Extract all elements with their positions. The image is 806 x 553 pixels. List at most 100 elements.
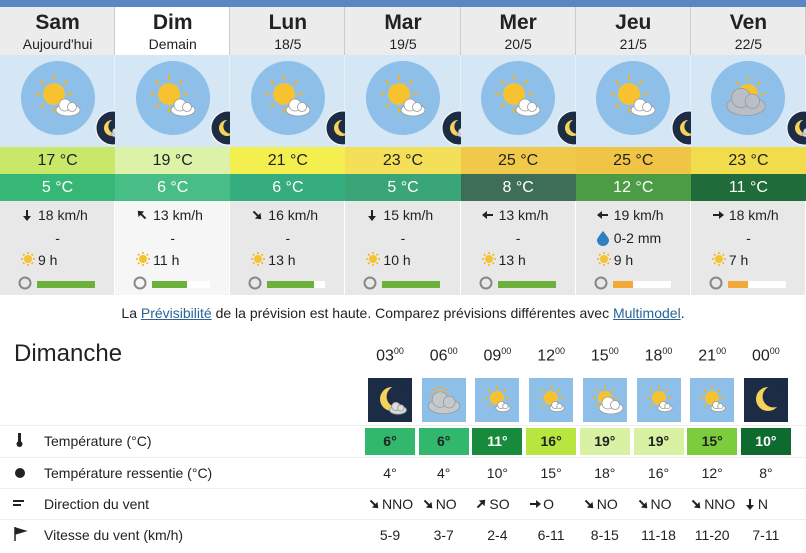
dir-arrow — [474, 497, 488, 516]
max-temp: 23 °C — [345, 147, 461, 174]
wind-arrow — [135, 208, 149, 227]
row-icon — [12, 464, 28, 485]
predictability-link[interactable]: Prévisibilité — [140, 305, 212, 321]
gauge — [248, 276, 262, 290]
predictability-fill — [37, 281, 95, 288]
cloud — [55, 98, 80, 117]
sun-ray — [62, 80, 68, 85]
hour-value: 12 — [537, 347, 555, 365]
min-temp: 6 °C — [230, 174, 346, 201]
sun-ray — [261, 253, 264, 257]
arrow — [530, 500, 542, 508]
hour-icon — [582, 378, 627, 427]
hour-icon-svg — [529, 378, 574, 422]
day-icon — [708, 58, 788, 143]
notice-text: . — [680, 305, 685, 321]
max-temp: 25 °C — [460, 147, 576, 174]
wind-arrow-svg — [253, 210, 262, 220]
day-name: Lun — [268, 11, 308, 34]
hour-minutes: 00 — [501, 346, 512, 356]
sun-ray — [488, 388, 492, 393]
notice-line: La Prévisibilité de la prévision est hau… — [0, 305, 806, 321]
sun-ray — [431, 388, 435, 392]
row-icon — [12, 432, 28, 453]
day-header[interactable] — [115, 7, 231, 55]
day-header[interactable] — [230, 7, 346, 55]
day-details — [575, 201, 691, 295]
row-value: 11-18 — [641, 527, 676, 543]
sun-ray — [615, 103, 620, 108]
sun-ray — [376, 261, 379, 265]
sun-ray — [178, 80, 183, 85]
dir-arrow-svg — [477, 499, 486, 509]
sun-ray — [39, 103, 45, 108]
cloud — [598, 396, 624, 415]
sun-ray — [595, 403, 600, 408]
sun-small — [711, 251, 727, 272]
day-name: Sam — [35, 11, 80, 34]
row-value: 3-7 — [433, 527, 454, 543]
multimodel-link[interactable]: Multimodel — [612, 305, 681, 321]
dir-arrow-svg — [423, 499, 432, 509]
notice: La Prévisibilité de la prévision est hau… — [0, 305, 806, 325]
day-icon — [593, 58, 673, 143]
sun-ray — [293, 80, 298, 85]
day-header[interactable] — [345, 7, 461, 55]
sun-hours: 11 h — [153, 252, 180, 268]
row-value: 10° — [486, 465, 508, 481]
sun-ray — [756, 81, 762, 86]
day-header[interactable] — [460, 7, 576, 55]
hour: 0300 — [365, 346, 415, 365]
min-temp: 5 °C — [345, 174, 461, 201]
row-icon-svg — [15, 468, 25, 478]
day-date: 21/5 — [619, 36, 647, 52]
sun-ray — [606, 253, 610, 257]
hour-minutes: 00 — [447, 346, 458, 356]
max-temp: 21 °C — [230, 147, 346, 174]
wind-dir: NO — [435, 496, 457, 512]
sun — [254, 255, 263, 263]
sun — [139, 255, 148, 263]
sun-ray — [137, 253, 141, 257]
day-header[interactable] — [575, 7, 691, 55]
row-value: 11-20 — [694, 527, 730, 543]
arrow — [423, 499, 432, 509]
predictability-bar — [612, 281, 671, 288]
row-value: 16° — [647, 465, 670, 481]
temp-cell: 11° — [472, 428, 523, 455]
sun-small-svg — [21, 252, 35, 266]
moon-shadow — [762, 385, 785, 408]
cloud — [170, 98, 196, 117]
predictability-icon — [479, 276, 493, 295]
hour-minutes: 00 — [554, 346, 565, 356]
arrow — [712, 211, 724, 219]
day-icon-svg — [596, 61, 671, 135]
wind-speed: 18 km/h — [728, 207, 779, 223]
sun-ray — [615, 80, 620, 85]
arrow — [584, 499, 594, 509]
hour-minutes: 00 — [769, 346, 780, 356]
wind-dir: NNO — [704, 496, 736, 512]
day-details — [460, 201, 576, 295]
day-header[interactable] — [690, 7, 806, 55]
hour-icon — [743, 378, 788, 427]
cloud — [656, 400, 673, 412]
sun-small-svg — [251, 252, 266, 266]
cloud — [710, 400, 726, 412]
wind-dir: NO — [650, 496, 672, 512]
sun-ray — [385, 80, 390, 85]
wind-speed: 19 km/h — [613, 207, 664, 223]
dir-arrow-svg — [691, 499, 701, 509]
predictability-icon — [133, 276, 147, 295]
wind-icon — [13, 500, 24, 506]
hour-icon-svg — [368, 378, 412, 422]
dir-arrow — [689, 497, 703, 516]
day-name: Dim — [152, 11, 193, 34]
sun-ray — [649, 388, 653, 393]
predictability-icon-svg — [133, 276, 147, 290]
row-value: 12° — [701, 465, 723, 481]
gauge — [594, 276, 608, 290]
sun-ray — [154, 80, 160, 85]
wind-dir: SO — [489, 496, 510, 512]
day-header[interactable] — [0, 7, 116, 55]
